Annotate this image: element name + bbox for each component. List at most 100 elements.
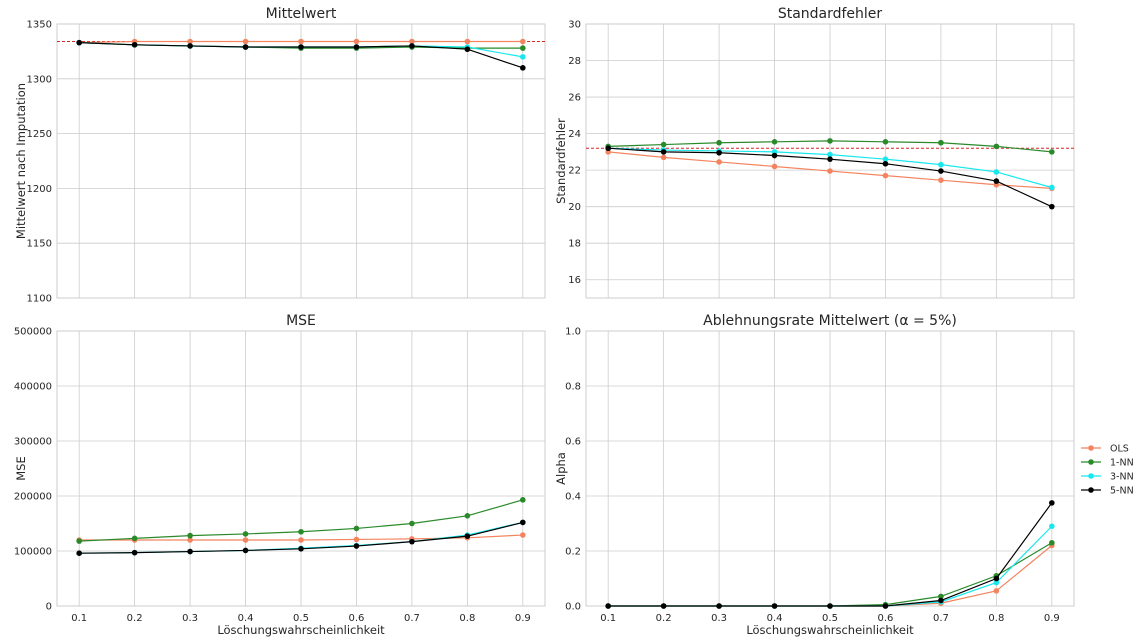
legend-marker	[1088, 459, 1094, 465]
data-point-5-nn	[464, 533, 471, 539]
data-point-3-nn	[938, 161, 944, 168]
y-tick-label: 26	[568, 93, 581, 104]
data-point-ols	[187, 537, 193, 543]
data-point-5-nn	[131, 549, 138, 556]
data-point-1-nn	[882, 139, 889, 145]
data-point-5-nn	[716, 149, 722, 156]
y-axis-label: MSE	[14, 456, 28, 481]
x-tick-label: 0.3	[711, 613, 727, 624]
data-point-1-nn	[464, 513, 471, 519]
x-tick-label: 0.7	[933, 613, 949, 624]
x-tick-label: 0.5	[293, 613, 309, 624]
data-point-5-nn	[882, 160, 889, 167]
data-point-5-nn	[131, 42, 138, 48]
x-tick-label: 0.4	[238, 613, 254, 624]
legend-marker	[1088, 487, 1094, 493]
data-point-5-nn	[409, 43, 415, 49]
data-point-5-nn	[771, 152, 778, 159]
data-point-3-nn	[1049, 523, 1055, 530]
data-point-5-nn	[353, 44, 360, 50]
data-point-ols	[993, 588, 1000, 594]
data-point-5-nn	[1049, 500, 1055, 506]
y-tick-label: 28	[568, 56, 581, 67]
y-tick-label: 1.0	[565, 327, 581, 338]
data-point-5-nn	[827, 156, 833, 162]
data-point-1-nn	[938, 593, 944, 600]
data-point-5-nn	[771, 603, 778, 609]
data-point-5-nn	[993, 178, 1000, 184]
y-tick-label: 1150	[27, 239, 52, 250]
data-point-5-nn	[660, 603, 667, 609]
chart-title: Standardfehler	[778, 6, 883, 22]
data-point-ols	[353, 38, 360, 45]
data-point-5-nn	[242, 547, 249, 554]
data-point-1-nn	[716, 139, 722, 146]
chart-title: MSE	[286, 313, 316, 329]
data-point-3-nn	[520, 54, 526, 60]
y-axis-label: Alpha	[554, 452, 568, 485]
legend: OLS 1-NN 3-NN 5-NN	[1081, 444, 1134, 497]
x-tick-label: 0.5	[822, 613, 838, 624]
data-point-5-nn	[938, 597, 944, 604]
y-tick-label: 24	[568, 129, 581, 140]
x-tick-label: 0.4	[767, 613, 783, 624]
data-point-1-nn	[187, 532, 193, 539]
y-tick-label: 1100	[27, 294, 52, 305]
data-point-1-nn	[520, 45, 526, 51]
legend-label: 1-NN	[1110, 458, 1134, 469]
data-point-3-nn	[1049, 184, 1055, 191]
chart-panel-1: 1100 1150 1200 1250 1300 1350 Mittelwert Mittel…	[14, 6, 546, 305]
x-tick-label: 0.9	[1044, 613, 1060, 624]
axes-frame	[56, 23, 546, 299]
data-point-ols	[409, 38, 415, 45]
axes-frame	[585, 23, 1075, 299]
data-point-3-nn	[882, 156, 889, 162]
data-point-1-nn	[660, 141, 667, 148]
data-point-ols	[353, 536, 360, 543]
data-point-5-nn	[520, 65, 526, 71]
data-point-1-nn	[1049, 539, 1055, 546]
data-point-5-nn	[353, 543, 360, 549]
data-point-ols	[520, 38, 526, 45]
y-tick-label: 1200	[27, 184, 52, 195]
y-tick-label: 1350	[27, 20, 52, 31]
legend-item-3-nn: 3-NN	[1081, 472, 1134, 483]
legend-marker	[1088, 473, 1094, 479]
data-point-ols	[938, 177, 944, 183]
data-point-5-nn	[827, 603, 833, 609]
x-tick-label: 0.6	[878, 613, 894, 624]
y-tick-label: 1250	[27, 129, 52, 140]
data-point-5-nn	[882, 603, 889, 609]
data-point-5-nn	[938, 168, 944, 174]
chart-panel-3: 0 100000 200000 300000 400000 500000 0.1 0.2 0.3…	[14, 313, 546, 637]
data-point-1-nn	[993, 143, 1000, 150]
data-point-5-nn	[716, 603, 722, 609]
data-point-ols	[827, 168, 833, 174]
data-point-5-nn	[242, 44, 249, 50]
chart-panel-4: 0.0 0.2 0.4 0.6 0.8 1.0 0.1 0.2 0.3 0.4 0.5 0.6 0.7 0…	[554, 313, 1075, 637]
x-tick-label: 0.3	[182, 613, 198, 624]
legend-marker	[1088, 445, 1094, 451]
y-tick-label: 300000	[14, 437, 52, 448]
chart-panel-2: 16 18 20 22 24 26 28 30 Standardfehler Standardfe…	[554, 6, 1075, 299]
data-point-5-nn	[660, 149, 667, 155]
data-point-ols	[242, 38, 249, 45]
y-tick-label: 0.8	[565, 382, 581, 393]
y-axis-label: Standardfehler	[554, 118, 568, 204]
data-point-5-nn	[605, 603, 611, 609]
y-tick-label: 1300	[27, 74, 52, 85]
data-point-5-nn	[187, 43, 193, 49]
x-tick-label: 0.2	[127, 613, 143, 624]
y-tick-label: 200000	[14, 492, 52, 503]
y-tick-label: 100000	[14, 547, 52, 558]
data-point-1-nn	[242, 531, 249, 537]
data-point-ols	[298, 537, 304, 543]
data-point-5-nn	[1049, 203, 1055, 210]
legend-item-5-nn: 5-NN	[1081, 486, 1134, 497]
data-point-5-nn	[464, 46, 471, 53]
x-tick-label: 0.6	[349, 613, 365, 624]
y-tick-label: 0.2	[565, 547, 581, 558]
data-point-3-nn	[827, 151, 833, 158]
y-tick-label: 18	[568, 239, 581, 250]
data-point-ols	[660, 154, 667, 161]
